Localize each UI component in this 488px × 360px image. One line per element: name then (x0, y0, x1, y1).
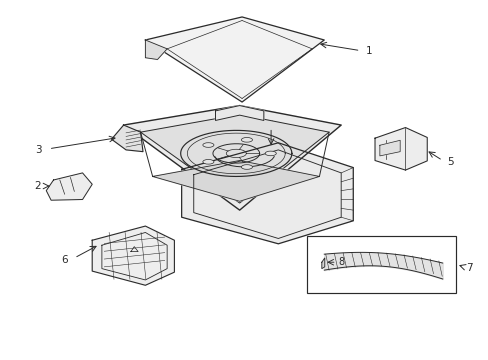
Polygon shape (145, 17, 324, 102)
Ellipse shape (203, 159, 214, 164)
Polygon shape (374, 127, 427, 170)
Polygon shape (152, 161, 319, 201)
Polygon shape (181, 143, 352, 244)
Ellipse shape (264, 151, 276, 156)
Ellipse shape (241, 165, 252, 169)
FancyBboxPatch shape (307, 236, 455, 293)
Polygon shape (111, 125, 142, 152)
Ellipse shape (203, 143, 214, 147)
Polygon shape (92, 226, 174, 285)
Text: 6: 6 (61, 255, 68, 265)
Text: 5: 5 (447, 157, 453, 167)
Polygon shape (145, 40, 167, 59)
Polygon shape (321, 258, 324, 269)
Polygon shape (215, 105, 264, 121)
Ellipse shape (241, 138, 252, 142)
Polygon shape (46, 173, 92, 200)
Text: 4: 4 (267, 120, 274, 130)
Polygon shape (140, 114, 328, 203)
Text: 8: 8 (338, 257, 344, 266)
Polygon shape (379, 140, 399, 156)
Text: 7: 7 (465, 263, 471, 273)
Text: 2: 2 (34, 181, 41, 191)
Text: 3: 3 (35, 145, 41, 155)
Text: 1: 1 (365, 46, 371, 56)
Polygon shape (123, 105, 341, 210)
